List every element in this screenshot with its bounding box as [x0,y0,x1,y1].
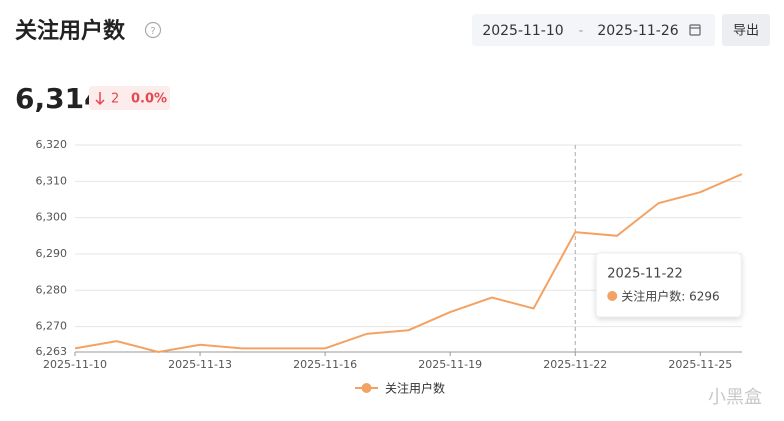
y-tick-label: 6,300 [36,211,68,224]
date-end[interactable]: 2025-11-26 [597,23,678,39]
date-separator: - [579,24,584,39]
x-tick-label: 2025-11-10 [43,358,107,371]
change-badge [89,86,170,110]
export-label[interactable]: 导出 [733,24,759,39]
tooltip-title: 2025-11-22 [607,267,683,282]
legend-label: 关注用户数 [385,381,445,396]
y-tick-label: 6,263 [36,345,68,358]
export-button[interactable] [722,14,770,46]
series-line [74,173,743,354]
watermark: 小黑盒 [708,387,762,408]
metric-value: 6,314 [15,82,104,115]
tooltip-text: 关注用户数: 6296 [621,289,719,304]
x-tick-label: 2025-11-22 [543,358,607,371]
date-start[interactable]: 2025-11-10 [482,23,563,39]
help-mark[interactable]: ? [150,26,155,37]
legend-marker [361,383,372,393]
down-arrow [95,92,105,106]
y-tick-label: 6,280 [36,283,68,296]
x-tick-label: 2025-11-16 [293,358,357,371]
page-title: 关注用户数 [15,18,126,44]
x-tick-label: 2025-11-19 [418,358,482,371]
change-percent: 0.0% [131,92,167,107]
x-tick-label: 2025-11-25 [668,358,732,371]
change-value: 2 [111,92,119,107]
tooltip-marker [607,291,618,301]
tooltip [595,252,742,318]
y-tick-label: 6,310 [36,174,68,187]
y-tick-label: 6,290 [36,247,68,260]
calendar-icon[interactable] [689,24,701,36]
date-range[interactable] [472,14,715,46]
y-tick-label: 6,270 [36,320,68,333]
y-tick-label: 6,320 [36,138,68,151]
x-tick-label: 2025-11-13 [168,358,232,371]
help-icon[interactable] [144,21,162,39]
